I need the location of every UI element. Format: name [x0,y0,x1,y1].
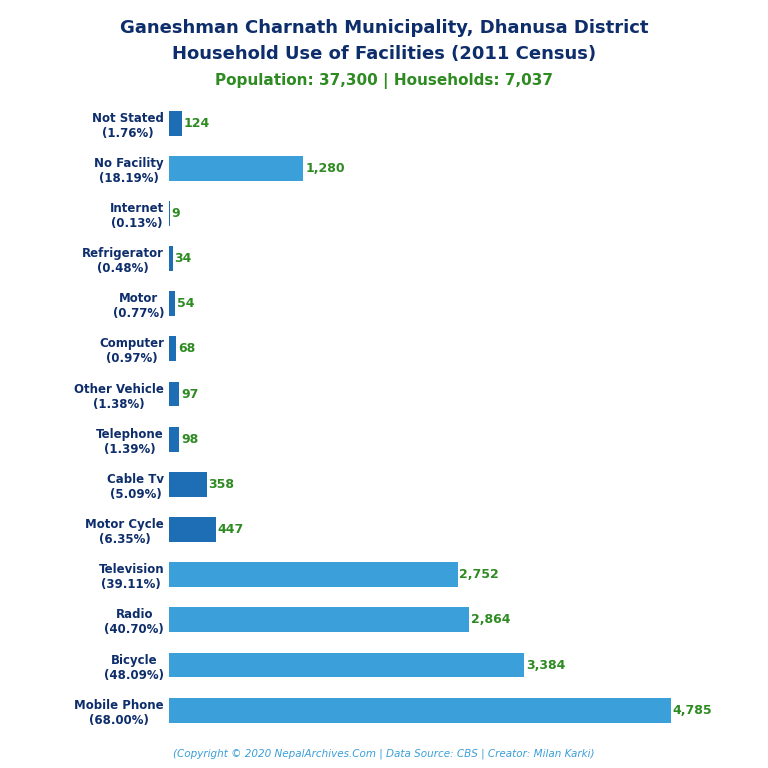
Text: 1,280: 1,280 [305,162,345,175]
Text: Household Use of Facilities (2011 Census): Household Use of Facilities (2011 Census… [172,45,596,62]
Bar [169,247,173,271]
Text: 124: 124 [184,117,210,130]
Text: Ganeshman Charnath Municipality, Dhanusa District: Ganeshman Charnath Municipality, Dhanusa… [120,19,648,37]
Text: 97: 97 [181,388,198,401]
Text: 98: 98 [181,432,198,445]
Bar [169,201,170,226]
Bar [169,517,216,542]
Text: 2,864: 2,864 [472,614,511,627]
Text: 54: 54 [177,297,194,310]
Text: 68: 68 [178,343,195,356]
Bar [169,111,182,135]
Bar [169,653,524,677]
Bar [169,562,458,587]
Bar [169,427,179,452]
Bar [169,291,174,316]
Text: 34: 34 [174,252,192,265]
Text: 4,785: 4,785 [673,703,712,717]
Bar [169,607,469,632]
Text: 358: 358 [208,478,234,491]
Bar [169,156,303,180]
Text: 3,384: 3,384 [526,658,565,671]
Text: 447: 447 [217,523,244,536]
Bar [169,698,670,723]
Text: (Copyright © 2020 NepalArchives.Com | Data Source: CBS | Creator: Milan Karki): (Copyright © 2020 NepalArchives.Com | Da… [174,748,594,759]
Bar [169,382,179,406]
Text: Population: 37,300 | Households: 7,037: Population: 37,300 | Households: 7,037 [215,73,553,89]
Bar [169,336,176,361]
Text: 9: 9 [172,207,180,220]
Text: 2,752: 2,752 [459,568,499,581]
Bar [169,472,207,497]
